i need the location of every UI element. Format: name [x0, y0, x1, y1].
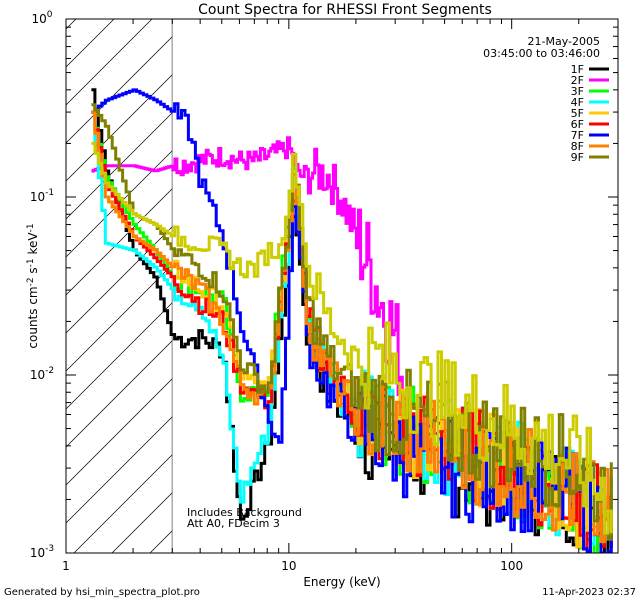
series-line-6f: [91, 110, 613, 551]
series-line-2f: [91, 136, 406, 409]
y-label-sup-2: -1: [26, 258, 36, 267]
legend-label: 2F: [571, 74, 584, 87]
legend-label: 3F: [571, 85, 584, 98]
annotation-attenuator: Att A0, FDecim 3: [187, 517, 280, 530]
legend-label: 6F: [571, 118, 584, 131]
y-label-part-s: s: [26, 267, 40, 277]
x-tick-label: 10: [281, 559, 296, 573]
hatch-line: [66, 416, 173, 524]
y-label-part-counts: counts cm: [26, 286, 40, 348]
series-layer: [91, 88, 613, 553]
footer-generator: Generated by hsi_min_spectra_plot.pro: [4, 587, 200, 598]
time-range-label: 03:45:00 to 03:46:00: [483, 47, 600, 60]
legend-label: 9F: [571, 151, 584, 164]
hatch-line: [66, 150, 173, 258]
plot-frame: [65, 18, 619, 554]
series-line-unlabeled: [91, 141, 613, 535]
y-tick-label: 10-1: [30, 188, 54, 204]
legend-label: 4F: [571, 96, 584, 109]
y-axis-label: counts cm-2 s-1 keV-1: [26, 223, 40, 348]
y-tick-label: 10-2: [30, 366, 54, 382]
series-line-1f: [91, 88, 613, 553]
hatch-line: [66, 19, 77, 30]
hatch-line: [66, 19, 115, 68]
hatch-line: [66, 226, 173, 334]
hatch-line: [66, 188, 173, 296]
footer-timestamp: 11-Apr-2023 02:37: [542, 587, 636, 598]
legend-label: 7F: [571, 129, 584, 142]
hatch-line: [66, 19, 153, 106]
y-label-sup-1: -2: [26, 277, 36, 286]
annotation-background: Includes Background: [187, 506, 302, 519]
hatch-line: [66, 378, 173, 486]
y-tick-label: 10-3: [30, 544, 54, 560]
series-line-5f: [91, 110, 613, 549]
y-label-sup-3: -1: [26, 223, 36, 232]
series-line-9f: [91, 103, 613, 541]
legend-label: 5F: [571, 107, 584, 120]
chart-title: Count Spectra for RHESSI Front Segments: [198, 2, 492, 18]
hatch-line: [66, 36, 173, 144]
x-tick-label: 1: [62, 559, 70, 573]
legend-label: 1F: [571, 63, 584, 76]
y-label-part-kev: keV: [26, 232, 40, 259]
series-line-7f: [91, 88, 613, 553]
date-label: 21-May-2005: [528, 35, 600, 48]
legend-label: 8F: [571, 140, 584, 153]
x-tick-label: 100: [500, 559, 523, 573]
x-axis-label: Energy (keV): [303, 575, 380, 589]
y-tick-label: 100: [31, 10, 52, 26]
axes: 1 10 100 100 10-1 10-2 10-3: [30, 10, 619, 573]
